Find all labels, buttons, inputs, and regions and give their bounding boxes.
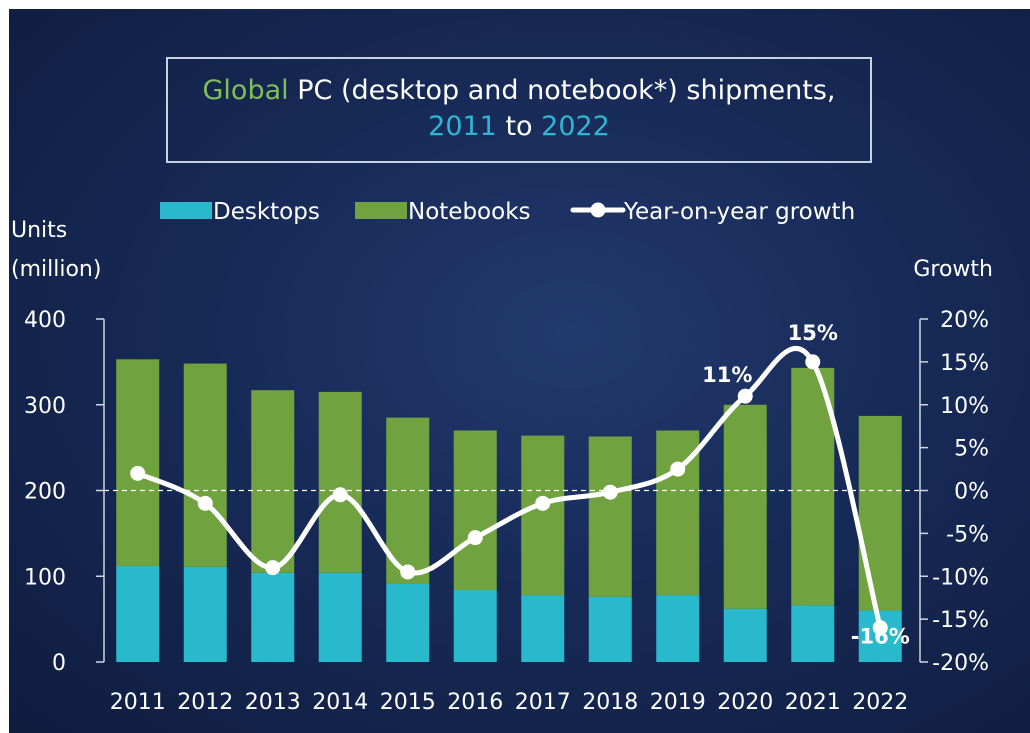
- legend-desktops-swatch: [160, 202, 212, 219]
- growth-point: [332, 487, 348, 503]
- chart-panel: Global PC (desktop and notebook*) shipme…: [9, 9, 1030, 733]
- right-tick-label: 5%: [954, 437, 989, 462]
- desktop-bar: [453, 589, 497, 662]
- x-tick-label: 2011: [110, 690, 166, 715]
- growth-annotation: 11%: [702, 363, 752, 387]
- growth-point: [130, 465, 146, 481]
- legend-notebooks-swatch: [355, 202, 407, 219]
- title-global: Global: [202, 75, 289, 106]
- desktop-bar: [656, 595, 700, 662]
- legend-growth-label: Year-on-year growth: [623, 199, 855, 225]
- notebook-bar: [251, 390, 295, 573]
- chart-svg: 0 100 200 300 400 -20% -15% -10% -5% 0% 5% 10% 15% 20…: [11, 199, 993, 715]
- growth-point: [602, 484, 618, 500]
- left-tick-label: 0: [52, 651, 66, 676]
- title-rest: PC (desktop and notebook*) shipments,: [288, 75, 836, 106]
- notebook-bar: [453, 430, 497, 590]
- right-tick-label: -20%: [932, 651, 989, 676]
- growth-annotation: 15%: [788, 321, 838, 345]
- desktop-bar: [723, 608, 767, 662]
- right-tick-label: -15%: [932, 608, 989, 633]
- desktop-bar: [251, 572, 295, 662]
- growth-point: [805, 354, 821, 370]
- y-axis-title-line1: Units: [11, 218, 67, 243]
- desktop-bar: [116, 565, 160, 662]
- x-tick-label: 2021: [785, 690, 841, 715]
- x-tick-label: 2016: [447, 690, 503, 715]
- chart-title: Global PC (desktop and notebook*) shipme…: [166, 57, 872, 163]
- x-tick-label: 2020: [717, 690, 773, 715]
- title-year-start: 2011: [428, 111, 497, 142]
- legend-notebooks-label: Notebooks: [408, 199, 531, 225]
- desktop-bar: [791, 605, 835, 662]
- legend-growth-marker: [590, 202, 606, 218]
- title-line-1: Global PC (desktop and notebook*) shipme…: [168, 73, 870, 109]
- notebook-bar: [183, 363, 227, 567]
- growth-point: [467, 530, 483, 546]
- growth-annotation: -16%: [851, 625, 910, 649]
- right-tick-label: 0%: [954, 480, 989, 505]
- notebook-bar: [723, 404, 767, 609]
- x-tick-label: 2018: [582, 690, 638, 715]
- left-tick-label: 200: [24, 480, 66, 505]
- notebook-bar: [116, 359, 160, 566]
- y2-axis-title: Growth: [913, 257, 993, 282]
- legend-desktops-label: Desktops: [213, 199, 320, 225]
- right-tick-label: 20%: [940, 308, 989, 333]
- notebook-bar: [858, 415, 902, 611]
- right-tick-label: -5%: [946, 522, 989, 547]
- x-tick-label: 2013: [245, 690, 301, 715]
- x-tick-label: 2012: [177, 690, 233, 715]
- x-tick-label: 2017: [515, 690, 571, 715]
- growth-point: [400, 564, 416, 580]
- notebook-bar: [318, 391, 362, 573]
- growth-point: [670, 461, 686, 477]
- y-axis-title-line2: (million): [11, 257, 101, 282]
- x-tick-label: 2014: [312, 690, 368, 715]
- growth-line: [135, 345, 883, 631]
- x-tick-label: 2019: [650, 690, 706, 715]
- left-tick-label: 400: [24, 308, 66, 333]
- desktop-bar: [588, 596, 632, 662]
- title-line-2: 2011 to 2022: [168, 109, 870, 145]
- desktop-bar: [318, 572, 362, 662]
- x-tick-label: 2022: [852, 690, 908, 715]
- x-tick-label: 2015: [380, 690, 436, 715]
- right-tick-label: -10%: [932, 565, 989, 590]
- growth-point: [737, 388, 753, 404]
- notebook-bar: [588, 436, 632, 597]
- growth-point: [197, 495, 213, 511]
- growth-point: [535, 495, 551, 511]
- right-tick-label: 15%: [940, 351, 989, 376]
- title-year-end: 2022: [541, 111, 610, 142]
- notebook-bar: [521, 435, 565, 596]
- desktop-bar: [183, 566, 227, 662]
- left-tick-label: 300: [24, 394, 66, 419]
- title-to: to: [496, 111, 542, 142]
- desktop-bar: [521, 595, 565, 662]
- right-tick-label: 10%: [940, 394, 989, 419]
- growth-point: [265, 560, 281, 576]
- left-tick-label: 100: [24, 565, 66, 590]
- desktop-bar: [386, 583, 430, 662]
- growth-point: [872, 620, 888, 636]
